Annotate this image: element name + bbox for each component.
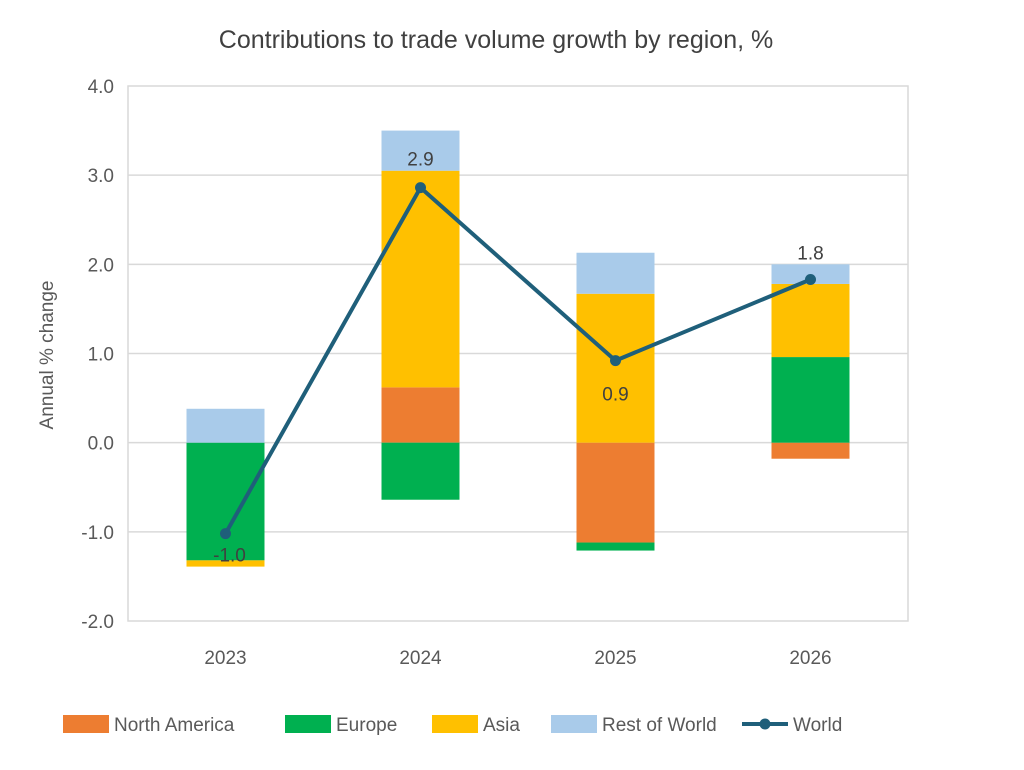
x-tick-label: 2023: [204, 648, 246, 669]
bar-rest-of-world-2024: [381, 130, 460, 171]
y-tick-label: 1.0: [88, 345, 114, 366]
y-axis-ticks: -2.0 -1.0 0.0 1.0 2.0 3.0 4.0: [81, 77, 114, 633]
legend-swatch-asia: [432, 715, 478, 733]
legend-label-world: World: [793, 715, 842, 736]
bar-asia-2025: [576, 293, 655, 443]
world-series-line: [223, 185, 812, 535]
x-tick-label: 2025: [594, 648, 636, 669]
y-axis-label: Annual % change: [37, 281, 58, 430]
legend-label-europe: Europe: [336, 715, 397, 736]
y-tick-label: 2.0: [88, 255, 114, 276]
bar-north-america-2024: [381, 387, 460, 443]
x-tick-label: 2026: [789, 648, 831, 669]
bar-north-america-2026: [771, 442, 850, 459]
bar-asia-2024: [381, 170, 460, 388]
world-point-2026: [805, 273, 816, 285]
bar-rest-of-world-2023: [186, 408, 265, 443]
x-tick-label: 2024: [399, 648, 442, 669]
legend-label-asia: Asia: [483, 715, 520, 736]
legend: North America Europe Asia Rest of World Worl…: [63, 715, 842, 736]
bar-europe-2026: [771, 357, 850, 443]
world-point-2023: [220, 528, 231, 540]
world-line: [220, 182, 816, 540]
y-tick-label: 3.0: [88, 166, 114, 187]
y-tick-label: -1.0: [81, 523, 114, 544]
world-data-label-2025: 0.9: [602, 385, 628, 406]
bar-europe-2025: [576, 542, 655, 551]
world-point-2024: [415, 182, 426, 194]
bar-asia-2023: [186, 560, 265, 567]
bars: [186, 130, 850, 567]
bar-rest-of-world-2025: [576, 252, 655, 294]
y-tick-label: 4.0: [88, 77, 114, 98]
bar-north-america-2025: [576, 442, 655, 543]
legend-swatch-north-america: [63, 715, 109, 733]
legend-swatch-rest-of-world: [551, 715, 597, 733]
y-tick-label: 0.0: [88, 434, 114, 455]
legend-label-north-america: North America: [114, 715, 235, 736]
legend-marker-world: [759, 718, 771, 730]
world-data-label-2024: 2.9: [407, 150, 433, 171]
world-data-label-2026: 1.8: [797, 243, 823, 264]
bar-europe-2024: [381, 442, 460, 500]
legend-swatch-europe: [285, 715, 331, 733]
world-point-2025: [610, 355, 621, 367]
x-axis-ticks: 2023 2024 2025 2026: [204, 648, 831, 669]
bar-europe-2023: [186, 442, 265, 561]
y-tick-label: -2.0: [81, 612, 114, 633]
data-labels: -1.0 2.9 0.9 1.8: [213, 150, 824, 567]
chart-title: Contributions to trade volume growth by …: [219, 26, 773, 54]
legend-label-rest-of-world: Rest of World: [602, 715, 717, 736]
bar-asia-2026: [771, 283, 850, 358]
world-data-label-2023: -1.0: [213, 546, 246, 567]
